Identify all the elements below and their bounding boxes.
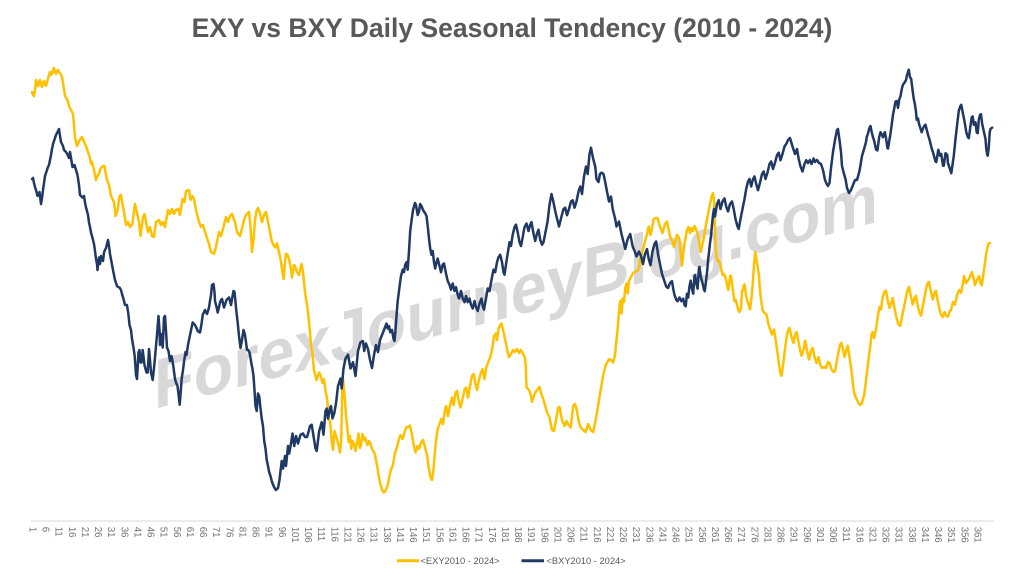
svg-text:266: 266 — [722, 527, 733, 543]
svg-text:286: 286 — [775, 527, 786, 543]
svg-text:61: 61 — [184, 527, 195, 537]
svg-text:201: 201 — [551, 527, 562, 543]
svg-text:191: 191 — [525, 527, 536, 543]
svg-text:326: 326 — [880, 527, 891, 543]
svg-text:276: 276 — [748, 527, 759, 543]
svg-text:206: 206 — [565, 527, 576, 543]
svg-text:86: 86 — [250, 527, 261, 538]
svg-text:6: 6 — [40, 527, 51, 533]
svg-text:11: 11 — [53, 527, 64, 537]
svg-text:91: 91 — [263, 527, 274, 537]
svg-text:56: 56 — [171, 527, 182, 538]
svg-text:171: 171 — [473, 527, 484, 543]
svg-text:356: 356 — [958, 527, 969, 543]
svg-text:221: 221 — [604, 527, 615, 543]
svg-text:1: 1 — [26, 527, 37, 532]
svg-text:236: 236 — [643, 527, 654, 543]
svg-text:281: 281 — [761, 527, 772, 543]
svg-text:361: 361 — [971, 527, 982, 543]
svg-text:31: 31 — [105, 527, 116, 537]
svg-text:256: 256 — [696, 527, 707, 543]
svg-text:131: 131 — [368, 527, 379, 543]
svg-text:231: 231 — [630, 527, 641, 543]
svg-text:321: 321 — [866, 527, 877, 543]
svg-text:146: 146 — [407, 527, 418, 543]
svg-text:241: 241 — [656, 527, 667, 543]
svg-text:346: 346 — [932, 527, 943, 543]
svg-text:106: 106 — [302, 527, 313, 543]
svg-text:<EXY2010 - 2024>: <EXY2010 - 2024> — [421, 556, 500, 566]
svg-text:111: 111 — [315, 527, 326, 541]
svg-text:306: 306 — [827, 527, 838, 543]
svg-text:71: 71 — [210, 527, 221, 537]
svg-text:311: 311 — [840, 527, 851, 542]
svg-text:316: 316 — [853, 527, 864, 543]
svg-text:46: 46 — [145, 527, 156, 538]
svg-text:<BXY2010 - 2024>: <BXY2010 - 2024> — [547, 556, 626, 566]
svg-text:51: 51 — [158, 527, 169, 537]
svg-text:ForexJourneyBlog.com: ForexJourneyBlog.com — [154, 158, 878, 424]
svg-text:141: 141 — [394, 527, 405, 543]
svg-text:261: 261 — [709, 527, 720, 543]
svg-text:121: 121 — [341, 527, 352, 543]
svg-text:126: 126 — [355, 527, 366, 543]
svg-text:66: 66 — [197, 527, 208, 538]
svg-text:81: 81 — [236, 527, 247, 537]
svg-text:296: 296 — [801, 527, 812, 543]
svg-text:246: 246 — [670, 527, 681, 543]
svg-text:226: 226 — [617, 527, 628, 543]
svg-text:16: 16 — [66, 527, 77, 538]
svg-text:21: 21 — [79, 527, 90, 537]
svg-text:166: 166 — [460, 527, 471, 543]
svg-text:301: 301 — [814, 527, 825, 543]
svg-text:36: 36 — [118, 527, 129, 538]
svg-text:186: 186 — [512, 527, 523, 543]
svg-text:341: 341 — [919, 527, 930, 543]
svg-text:351: 351 — [945, 527, 956, 543]
svg-text:251: 251 — [683, 527, 694, 543]
svg-text:41: 41 — [131, 527, 142, 537]
svg-text:216: 216 — [591, 527, 602, 543]
svg-text:196: 196 — [538, 527, 549, 543]
svg-text:176: 176 — [486, 527, 497, 543]
svg-text:101: 101 — [289, 527, 300, 543]
svg-text:96: 96 — [276, 527, 287, 538]
svg-text:76: 76 — [223, 527, 234, 538]
svg-text:26: 26 — [92, 527, 103, 538]
svg-text:211: 211 — [578, 527, 589, 542]
svg-text:136: 136 — [381, 527, 392, 543]
svg-text:116: 116 — [328, 527, 339, 543]
svg-text:151: 151 — [420, 527, 431, 543]
svg-text:336: 336 — [906, 527, 917, 543]
svg-text:181: 181 — [499, 527, 510, 543]
svg-text:291: 291 — [788, 527, 799, 543]
svg-text:161: 161 — [446, 527, 457, 543]
svg-text:156: 156 — [433, 527, 444, 543]
svg-text:271: 271 — [735, 527, 746, 543]
svg-text:331: 331 — [893, 527, 904, 543]
